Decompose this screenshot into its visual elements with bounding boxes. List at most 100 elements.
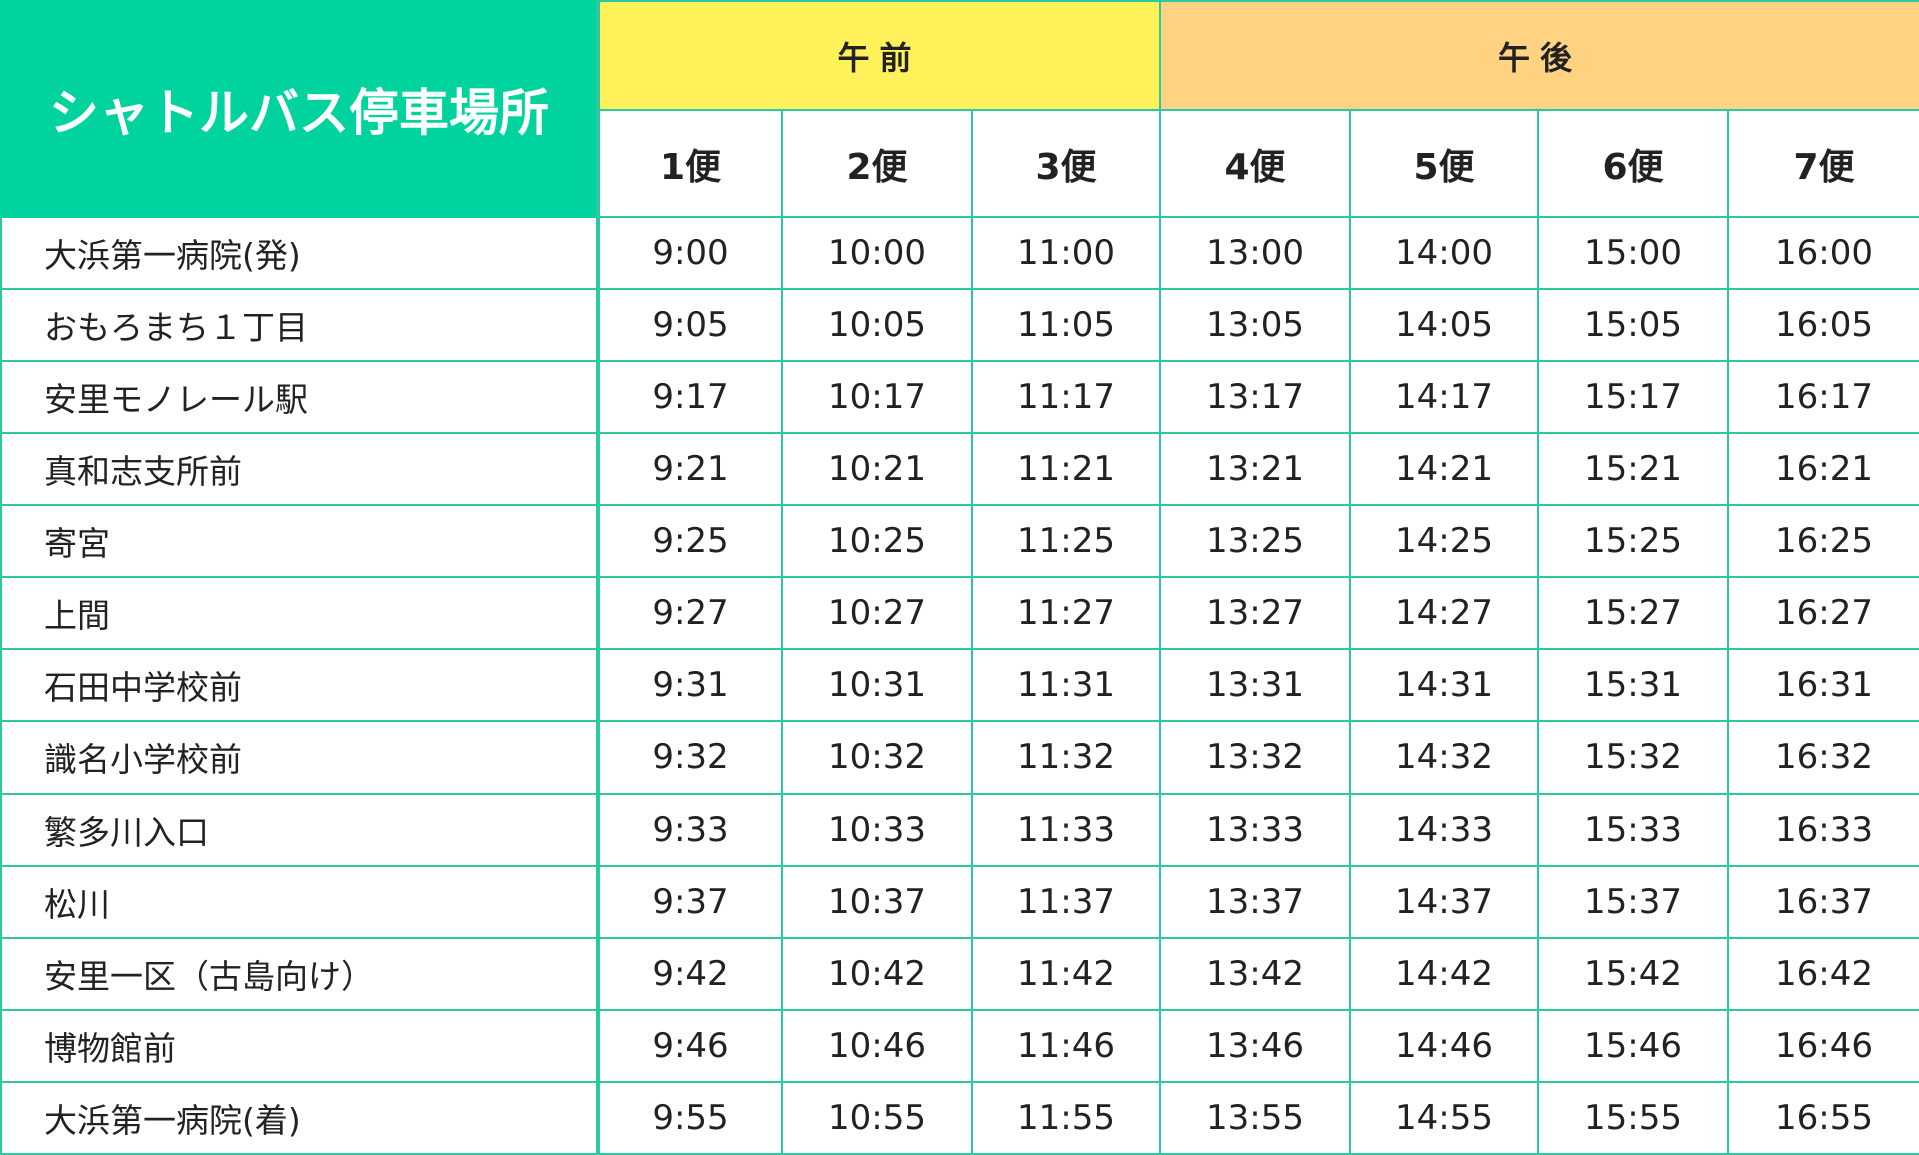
- departure-time: 9:17: [596, 360, 783, 435]
- departure-time: 14:05: [1349, 288, 1540, 363]
- departure-time: 10:31: [781, 648, 973, 723]
- departure-time: 14:55: [1349, 1080, 1540, 1155]
- departure-time: 9:31: [596, 648, 783, 723]
- departure-time: 10:17: [781, 360, 973, 435]
- table-row: 繁多川入口 9:33 10:33 11:33 13:33 14:33 15:33 16:33: [0, 792, 1919, 867]
- departure-time: 10:00: [781, 215, 973, 291]
- departure-time: 15:42: [1537, 936, 1730, 1011]
- am-header: 午前: [595, 0, 1162, 111]
- departure-time: 11:32: [970, 720, 1162, 795]
- departure-time: 14:00: [1349, 215, 1540, 291]
- departure-time: 13:05: [1159, 288, 1352, 363]
- departure-time: 9:21: [596, 432, 783, 507]
- departure-time: 10:25: [781, 504, 973, 579]
- stop-name: おもろまち１丁目: [0, 288, 599, 363]
- departure-time: 11:27: [970, 576, 1162, 651]
- stop-name: 繁多川入口: [0, 792, 599, 867]
- departure-time: 14:33: [1349, 792, 1540, 867]
- departure-time: 15:33: [1537, 792, 1730, 867]
- stop-name: 松川: [0, 864, 599, 939]
- departure-time: 10:46: [781, 1008, 973, 1083]
- table-row: 安里モノレール駅 9:17 10:17 11:17 13:17 14:17 15:17 16:…: [0, 360, 1919, 435]
- departure-time: 11:37: [970, 864, 1162, 939]
- table-row: 安里一区（古島向け） 9:42 10:42 11:42 13:42 14:42 15:42 1…: [0, 936, 1919, 1011]
- departure-time: 15:46: [1537, 1008, 1730, 1083]
- table-row: 大浜第一病院(着) 9:55 10:55 11:55 13:55 14:55 15:55 16…: [0, 1080, 1919, 1155]
- departure-time: 9:55: [596, 1080, 783, 1155]
- departure-time: 11:42: [970, 936, 1162, 1011]
- departure-time: 10:42: [781, 936, 973, 1011]
- departure-time: 14:32: [1349, 720, 1540, 795]
- departure-time: 11:05: [970, 288, 1162, 363]
- departure-time: 14:42: [1349, 936, 1540, 1011]
- trip-header: 7便: [1727, 109, 1919, 218]
- departure-time: 9:00: [596, 215, 783, 291]
- table-row: 識名小学校前 9:32 10:32 11:32 13:32 14:32 15:32 16:32: [0, 720, 1919, 795]
- departure-time: 15:37: [1537, 864, 1730, 939]
- trip-header: 5便: [1349, 109, 1540, 218]
- departure-time: 15:17: [1537, 360, 1730, 435]
- table-row: おもろまち１丁目 9:05 10:05 11:05 13:05 14:05 15:05 16:…: [0, 288, 1919, 363]
- departure-time: 13:25: [1159, 504, 1352, 579]
- departure-time: 16:55: [1727, 1080, 1919, 1155]
- departure-time: 11:25: [970, 504, 1162, 579]
- trip-header: 6便: [1537, 109, 1730, 218]
- departure-time: 16:27: [1727, 576, 1919, 651]
- stop-name: 石田中学校前: [0, 648, 599, 723]
- departure-time: 13:55: [1159, 1080, 1352, 1155]
- departure-time: 16:31: [1727, 648, 1919, 723]
- departure-time: 10:37: [781, 864, 973, 939]
- departure-time: 11:31: [970, 648, 1162, 723]
- table-row: 上間 9:27 10:27 11:27 13:27 14:27 15:27 16:27: [0, 576, 1919, 651]
- departure-time: 10:33: [781, 792, 973, 867]
- departure-time: 11:55: [970, 1080, 1162, 1155]
- departure-time: 16:32: [1727, 720, 1919, 795]
- departure-time: 16:42: [1727, 936, 1919, 1011]
- departure-time: 10:27: [781, 576, 973, 651]
- table-title: シャトルバス停車場所: [0, 0, 599, 218]
- departure-time: 15:32: [1537, 720, 1730, 795]
- departure-time: 11:33: [970, 792, 1162, 867]
- trip-header: 1便: [596, 109, 783, 218]
- departure-time: 16:21: [1727, 432, 1919, 507]
- stop-name: 博物館前: [0, 1008, 599, 1083]
- table-row: 寄宮 9:25 10:25 11:25 13:25 14:25 15:25 16:25: [0, 504, 1919, 579]
- departure-time: 13:17: [1159, 360, 1352, 435]
- departure-time: 13:33: [1159, 792, 1352, 867]
- departure-time: 10:05: [781, 288, 973, 363]
- pm-header: 午後: [1159, 0, 1919, 111]
- table-row: 大浜第一病院(発) 9:00 10:00 11:00 13:00 14:00 15:00 16…: [0, 215, 1919, 291]
- departure-time: 14:25: [1349, 504, 1540, 579]
- departure-time: 14:46: [1349, 1008, 1540, 1083]
- table-row: 松川 9:37 10:37 11:37 13:37 14:37 15:37 16:37: [0, 864, 1919, 939]
- table-row: 石田中学校前 9:31 10:31 11:31 13:31 14:31 15:31 16:31: [0, 648, 1919, 723]
- departure-time: 11:17: [970, 360, 1162, 435]
- trip-header: 3便: [970, 109, 1162, 218]
- departure-time: 16:46: [1727, 1008, 1919, 1083]
- departure-time: 10:55: [781, 1080, 973, 1155]
- departure-time: 15:27: [1537, 576, 1730, 651]
- departure-time: 13:37: [1159, 864, 1352, 939]
- stop-name: 大浜第一病院(着): [0, 1080, 599, 1155]
- stop-name: 安里モノレール駅: [0, 360, 599, 435]
- stop-name: 大浜第一病院(発): [0, 215, 599, 291]
- departure-time: 11:46: [970, 1008, 1162, 1083]
- departure-time: 14:27: [1349, 576, 1540, 651]
- departure-time: 14:31: [1349, 648, 1540, 723]
- departure-time: 13:32: [1159, 720, 1352, 795]
- departure-time: 9:46: [596, 1008, 783, 1083]
- departure-time: 13:31: [1159, 648, 1352, 723]
- stop-name: 識名小学校前: [0, 720, 599, 795]
- departure-time: 13:42: [1159, 936, 1352, 1011]
- departure-time: 16:00: [1727, 215, 1919, 291]
- stop-name: 寄宮: [0, 504, 599, 579]
- departure-time: 10:32: [781, 720, 973, 795]
- departure-time: 16:25: [1727, 504, 1919, 579]
- departure-time: 13:46: [1159, 1008, 1352, 1083]
- departure-time: 9:27: [596, 576, 783, 651]
- departure-time: 9:25: [596, 504, 783, 579]
- departure-time: 16:05: [1727, 288, 1919, 363]
- departure-time: 9:33: [596, 792, 783, 867]
- departure-time: 14:17: [1349, 360, 1540, 435]
- departure-time: 16:17: [1727, 360, 1919, 435]
